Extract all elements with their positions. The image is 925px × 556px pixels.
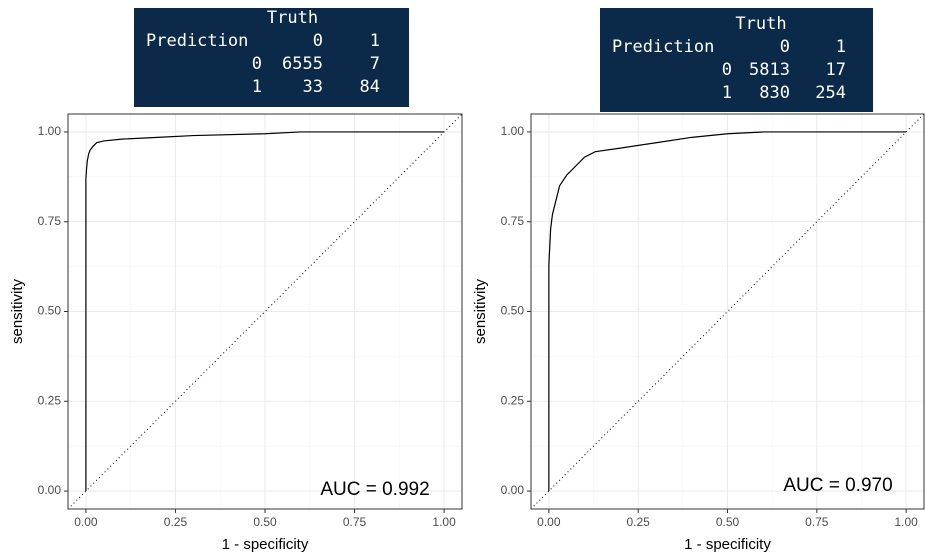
x-tick-label: 0.50 — [716, 515, 740, 529]
roc-curve — [85, 131, 445, 492]
matrix-cell: 17 — [826, 60, 846, 80]
x-tick-label: 1.00 — [432, 515, 456, 529]
matrix-row-header: 0 — [722, 60, 732, 80]
y-tick-label: 1.00 — [38, 124, 62, 138]
panel-border — [530, 113, 925, 510]
matrix-cell: 254 — [815, 83, 846, 103]
y-tick-label: 0.00 — [501, 483, 525, 497]
annotation: AUC = 0.970 — [783, 475, 892, 496]
matrix-cell: 6555 — [282, 54, 323, 74]
matrix-title: Truth — [267, 8, 318, 28]
y-tick-label: 0.25 — [501, 393, 525, 407]
x-tick-label: 0.00 — [74, 515, 98, 529]
y-tick-label: 0.75 — [501, 214, 525, 228]
matrix-column-header: 0 — [780, 37, 790, 57]
matrix-column-header: 0 — [313, 31, 323, 51]
y-tick-label: 1.00 — [501, 124, 525, 138]
y-axis-title: sensitivity — [9, 278, 26, 344]
matrix-row-title: Prediction — [146, 31, 248, 51]
matrix-cell: 7 — [370, 54, 380, 74]
matrix-row-header: 1 — [252, 77, 262, 97]
chart-panel: 0.00 0.25 0.50 0.75 1.00 0.00 0.25 0.50 0.75 1.00… — [472, 113, 925, 553]
x-tick-label: 0.50 — [253, 515, 277, 529]
y-tick-label: 0.75 — [38, 214, 62, 228]
x-tick-label: 0.25 — [164, 515, 188, 529]
y-tick-label: 0.50 — [501, 304, 525, 318]
annotation: AUC = 0.992 — [320, 479, 429, 500]
matrix-background — [134, 8, 409, 107]
matrix-background — [600, 8, 873, 112]
x-axis-title: 1 - specificity — [222, 536, 309, 553]
y-tick-label: 0.00 — [38, 483, 62, 497]
matrix-cell: 5813 — [749, 60, 790, 80]
x-tick-label: 0.75 — [343, 515, 367, 529]
x-tick-label: 1.00 — [894, 515, 918, 529]
matrix-row-header: 1 — [722, 83, 732, 103]
matrix-row-header: 0 — [252, 54, 262, 74]
x-axis-title: 1 - specificity — [684, 536, 771, 553]
matrix-row-title: Prediction — [612, 37, 714, 57]
matrix-cell: 84 — [360, 77, 380, 97]
matrix-column-header: 1 — [836, 37, 846, 57]
x-tick-label: 0.75 — [805, 515, 829, 529]
x-tick-label: 0.25 — [627, 515, 651, 529]
confusion-matrix: Truth Prediction 0 1 0 5813 17 1 830 254 — [600, 8, 873, 112]
y-axis-title: sensitivity — [472, 278, 489, 344]
y-tick-label: 0.25 — [38, 393, 62, 407]
matrix-cell: 830 — [759, 83, 790, 103]
roc-curve — [548, 131, 907, 492]
matrix-cell: 33 — [303, 77, 323, 97]
matrix-title: Truth — [735, 14, 786, 34]
reference-diagonal — [530, 113, 925, 510]
matrix-column-header: 1 — [370, 31, 380, 51]
reference-diagonal — [67, 113, 463, 510]
y-tick-label: 0.50 — [38, 304, 62, 318]
x-tick-label: 0.00 — [537, 515, 561, 529]
chart-panel: 0.00 0.25 0.50 0.75 1.00 0.00 0.25 0.50 0.75 1.00… — [9, 113, 463, 553]
panel-border — [67, 113, 463, 510]
